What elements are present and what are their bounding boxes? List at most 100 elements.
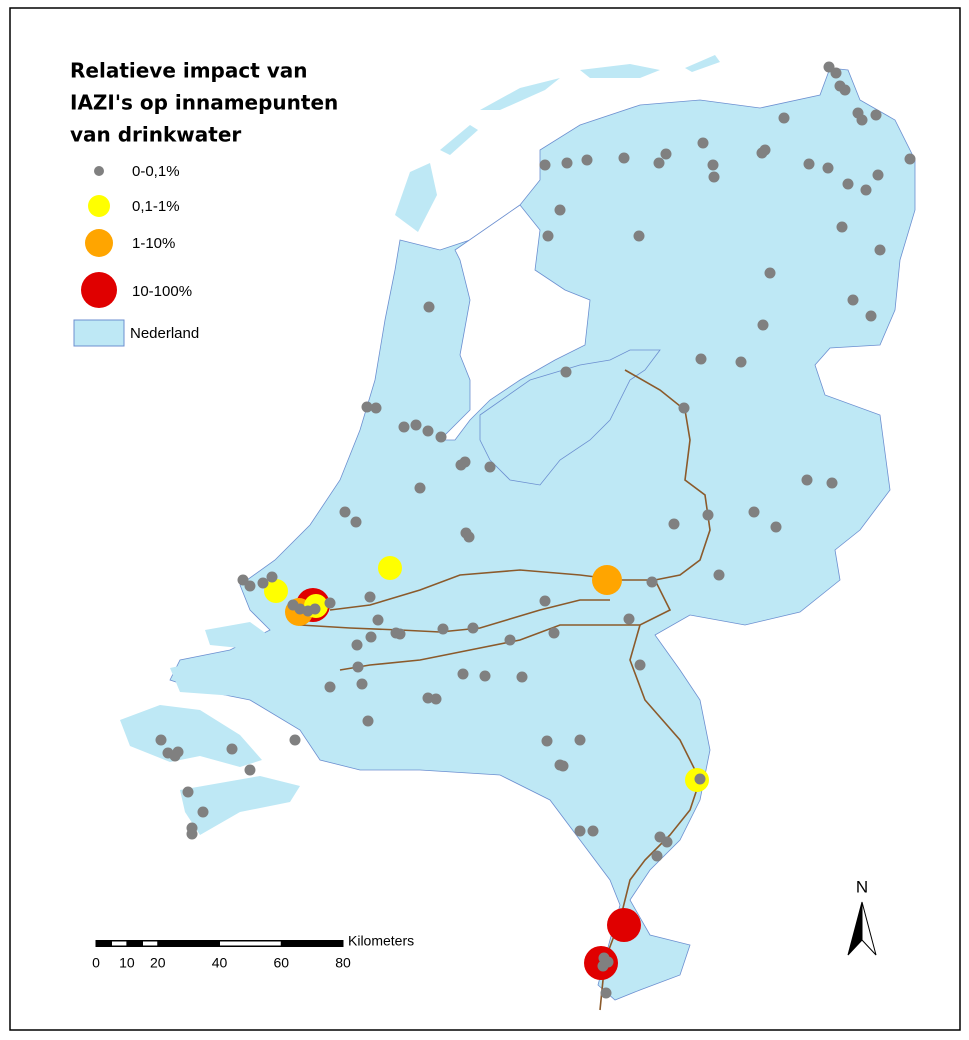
texel — [395, 163, 437, 232]
title-line: IAZI's op innamepunten — [70, 91, 338, 115]
river — [329, 369, 711, 611]
intake-point — [352, 661, 364, 673]
ijsselmeer — [439, 204, 591, 441]
intake-point — [856, 114, 868, 126]
scale-tick-label: 20 — [150, 955, 166, 971]
intake-point — [660, 148, 672, 160]
intake-point — [172, 746, 184, 758]
intake-point — [702, 509, 714, 521]
intake-point — [695, 353, 707, 365]
scale-segment — [220, 941, 281, 946]
intake-point — [661, 836, 673, 848]
intake-point — [707, 159, 719, 171]
intake-point — [365, 631, 377, 643]
intake-point — [778, 112, 790, 124]
intake-point — [430, 693, 442, 705]
north-arrow: N — [847, 877, 877, 956]
north-label: N — [856, 877, 868, 896]
intake-point — [748, 506, 760, 518]
legend-symbol — [81, 272, 117, 308]
legend-label: Nederland — [130, 325, 199, 342]
intake-point — [865, 310, 877, 322]
legend-label: 1-10% — [132, 235, 175, 252]
title-line: van drinkwater — [70, 123, 241, 147]
intake-point — [356, 678, 368, 690]
intake-point — [244, 764, 256, 776]
schouwen — [170, 655, 265, 696]
intake-point — [467, 622, 479, 634]
legend-label: 10-100% — [132, 283, 192, 300]
intake-point — [587, 825, 599, 837]
intake-point — [839, 84, 851, 96]
intake-point — [414, 482, 426, 494]
intake-point — [560, 366, 572, 378]
legend-symbol — [88, 195, 110, 217]
intake-point — [581, 154, 593, 166]
intake-point — [437, 623, 449, 635]
ameland — [580, 64, 660, 78]
intake-point — [592, 565, 622, 595]
intake-point — [607, 908, 641, 942]
intake-point — [735, 356, 747, 368]
intake-point — [351, 639, 363, 651]
intake-point — [370, 402, 382, 414]
intake-point — [257, 577, 269, 589]
intake-point — [618, 152, 630, 164]
intake-point — [504, 634, 516, 646]
intake-point — [372, 614, 384, 626]
intake-point — [597, 960, 609, 972]
intake-point — [842, 178, 854, 190]
intake-point — [803, 158, 815, 170]
intake-point — [694, 773, 706, 785]
walcheren — [120, 705, 262, 767]
intake-point — [226, 743, 238, 755]
land — [120, 55, 916, 1001]
intake-point — [182, 786, 194, 798]
intake-point — [155, 734, 167, 746]
scale-bar: Kilometers 0 10 20 40 60 80 — [92, 933, 414, 971]
intake-point — [697, 137, 709, 149]
legend-symbol — [94, 166, 104, 176]
intake-point — [435, 431, 447, 443]
scale-unit: Kilometers — [348, 933, 414, 949]
legend-label: 0-0,1% — [132, 163, 180, 180]
intake-point — [361, 401, 373, 413]
north-arrow-right — [861, 901, 877, 956]
intake-point — [770, 521, 782, 533]
scale-tick-label: 80 — [335, 955, 351, 971]
intake-point — [339, 506, 351, 518]
intake-point — [554, 204, 566, 216]
intake-point — [362, 715, 374, 727]
intake-point — [826, 477, 838, 489]
intake-point — [651, 850, 663, 862]
intake-point — [801, 474, 813, 486]
title-line: Relatieve impact van — [70, 59, 308, 83]
scale-segment — [112, 941, 127, 946]
title: Relatieve impact van IAZI's op innamepun… — [70, 59, 338, 147]
intake-point — [422, 692, 434, 704]
intake-point — [398, 421, 410, 433]
intake-point — [289, 734, 301, 746]
intake-point — [678, 402, 690, 414]
intake-point — [410, 419, 422, 431]
intake-point — [542, 230, 554, 242]
intake-point — [350, 516, 362, 528]
vlieland — [440, 125, 478, 155]
intake-point — [324, 681, 336, 693]
intake-point — [708, 171, 720, 183]
intake-point — [633, 230, 645, 242]
terschelling — [480, 78, 560, 110]
intake-point — [479, 670, 491, 682]
intake-point — [324, 597, 336, 609]
scale-tick-label: 10 — [119, 955, 135, 971]
intake-point — [541, 735, 553, 747]
intake-point — [574, 734, 586, 746]
intake-point — [484, 461, 496, 473]
intake-point — [422, 425, 434, 437]
intake-point — [574, 825, 586, 837]
intake-point — [634, 659, 646, 671]
intake-point — [457, 668, 469, 680]
intake-point — [646, 576, 658, 588]
intake-point — [186, 828, 198, 840]
